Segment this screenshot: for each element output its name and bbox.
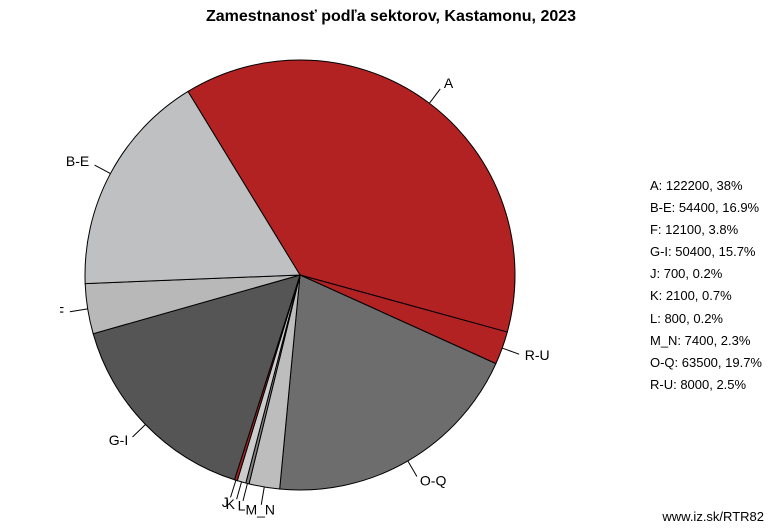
label-leader-m-n (261, 487, 264, 505)
pie-slices-group (85, 60, 515, 490)
source-url: www.iz.sk/RTR82 (662, 509, 764, 524)
slice-label-b-e: B-E (66, 153, 89, 169)
slice-label-r-u: R-U (525, 347, 550, 363)
label-leader-b-e (95, 165, 111, 173)
pie-chart-svg: A R-U O-Q M_NLKJ G-I F B-E (60, 45, 580, 525)
chart-title: Zamestnanosť podľa sektorov, Kastamonu, … (0, 8, 782, 26)
slice-label-j: J (222, 494, 229, 510)
label-leader-a (429, 89, 440, 103)
slice-label-a: A (444, 75, 454, 91)
label-leader-k (237, 482, 242, 499)
legend-item-l: L: 800, 0.2% (650, 308, 762, 330)
legend-item-k: K: 2100, 0.7% (650, 285, 762, 307)
legend-item-a: A: 122200, 38% (650, 175, 762, 197)
legend-item-g-i: G-I: 50400, 15.7% (650, 241, 762, 263)
legend-item-j: J: 700, 0.2% (650, 263, 762, 285)
label-leader-f (70, 309, 88, 312)
legend-item-r-u: R-U: 8000, 2.5% (650, 374, 762, 396)
slice-label-k: K (226, 496, 236, 512)
label-leader-l (243, 483, 247, 500)
label-leader-g-i (133, 424, 146, 437)
legend: A: 122200, 38%B-E: 54400, 16.9%F: 12100,… (650, 175, 762, 396)
slice-label-f: F (60, 304, 64, 320)
slice-label-g-i: G-I (109, 432, 128, 448)
legend-item-f: F: 12100, 3.8% (650, 219, 762, 241)
label-leader-j (231, 480, 236, 497)
slice-label-l: L (238, 498, 246, 514)
slice-label-m-n: M_N (245, 502, 275, 518)
label-leader-o-q (408, 461, 417, 477)
legend-item-m-n: M_N: 7400, 2.3% (650, 330, 762, 352)
chart-container: Zamestnanosť podľa sektorov, Kastamonu, … (0, 0, 782, 532)
legend-item-b-e: B-E: 54400, 16.9% (650, 197, 762, 219)
label-leader-r-u (502, 348, 519, 354)
legend-item-o-q: O-Q: 63500, 19.7% (650, 352, 762, 374)
slice-label-o-q: O-Q (420, 473, 447, 489)
